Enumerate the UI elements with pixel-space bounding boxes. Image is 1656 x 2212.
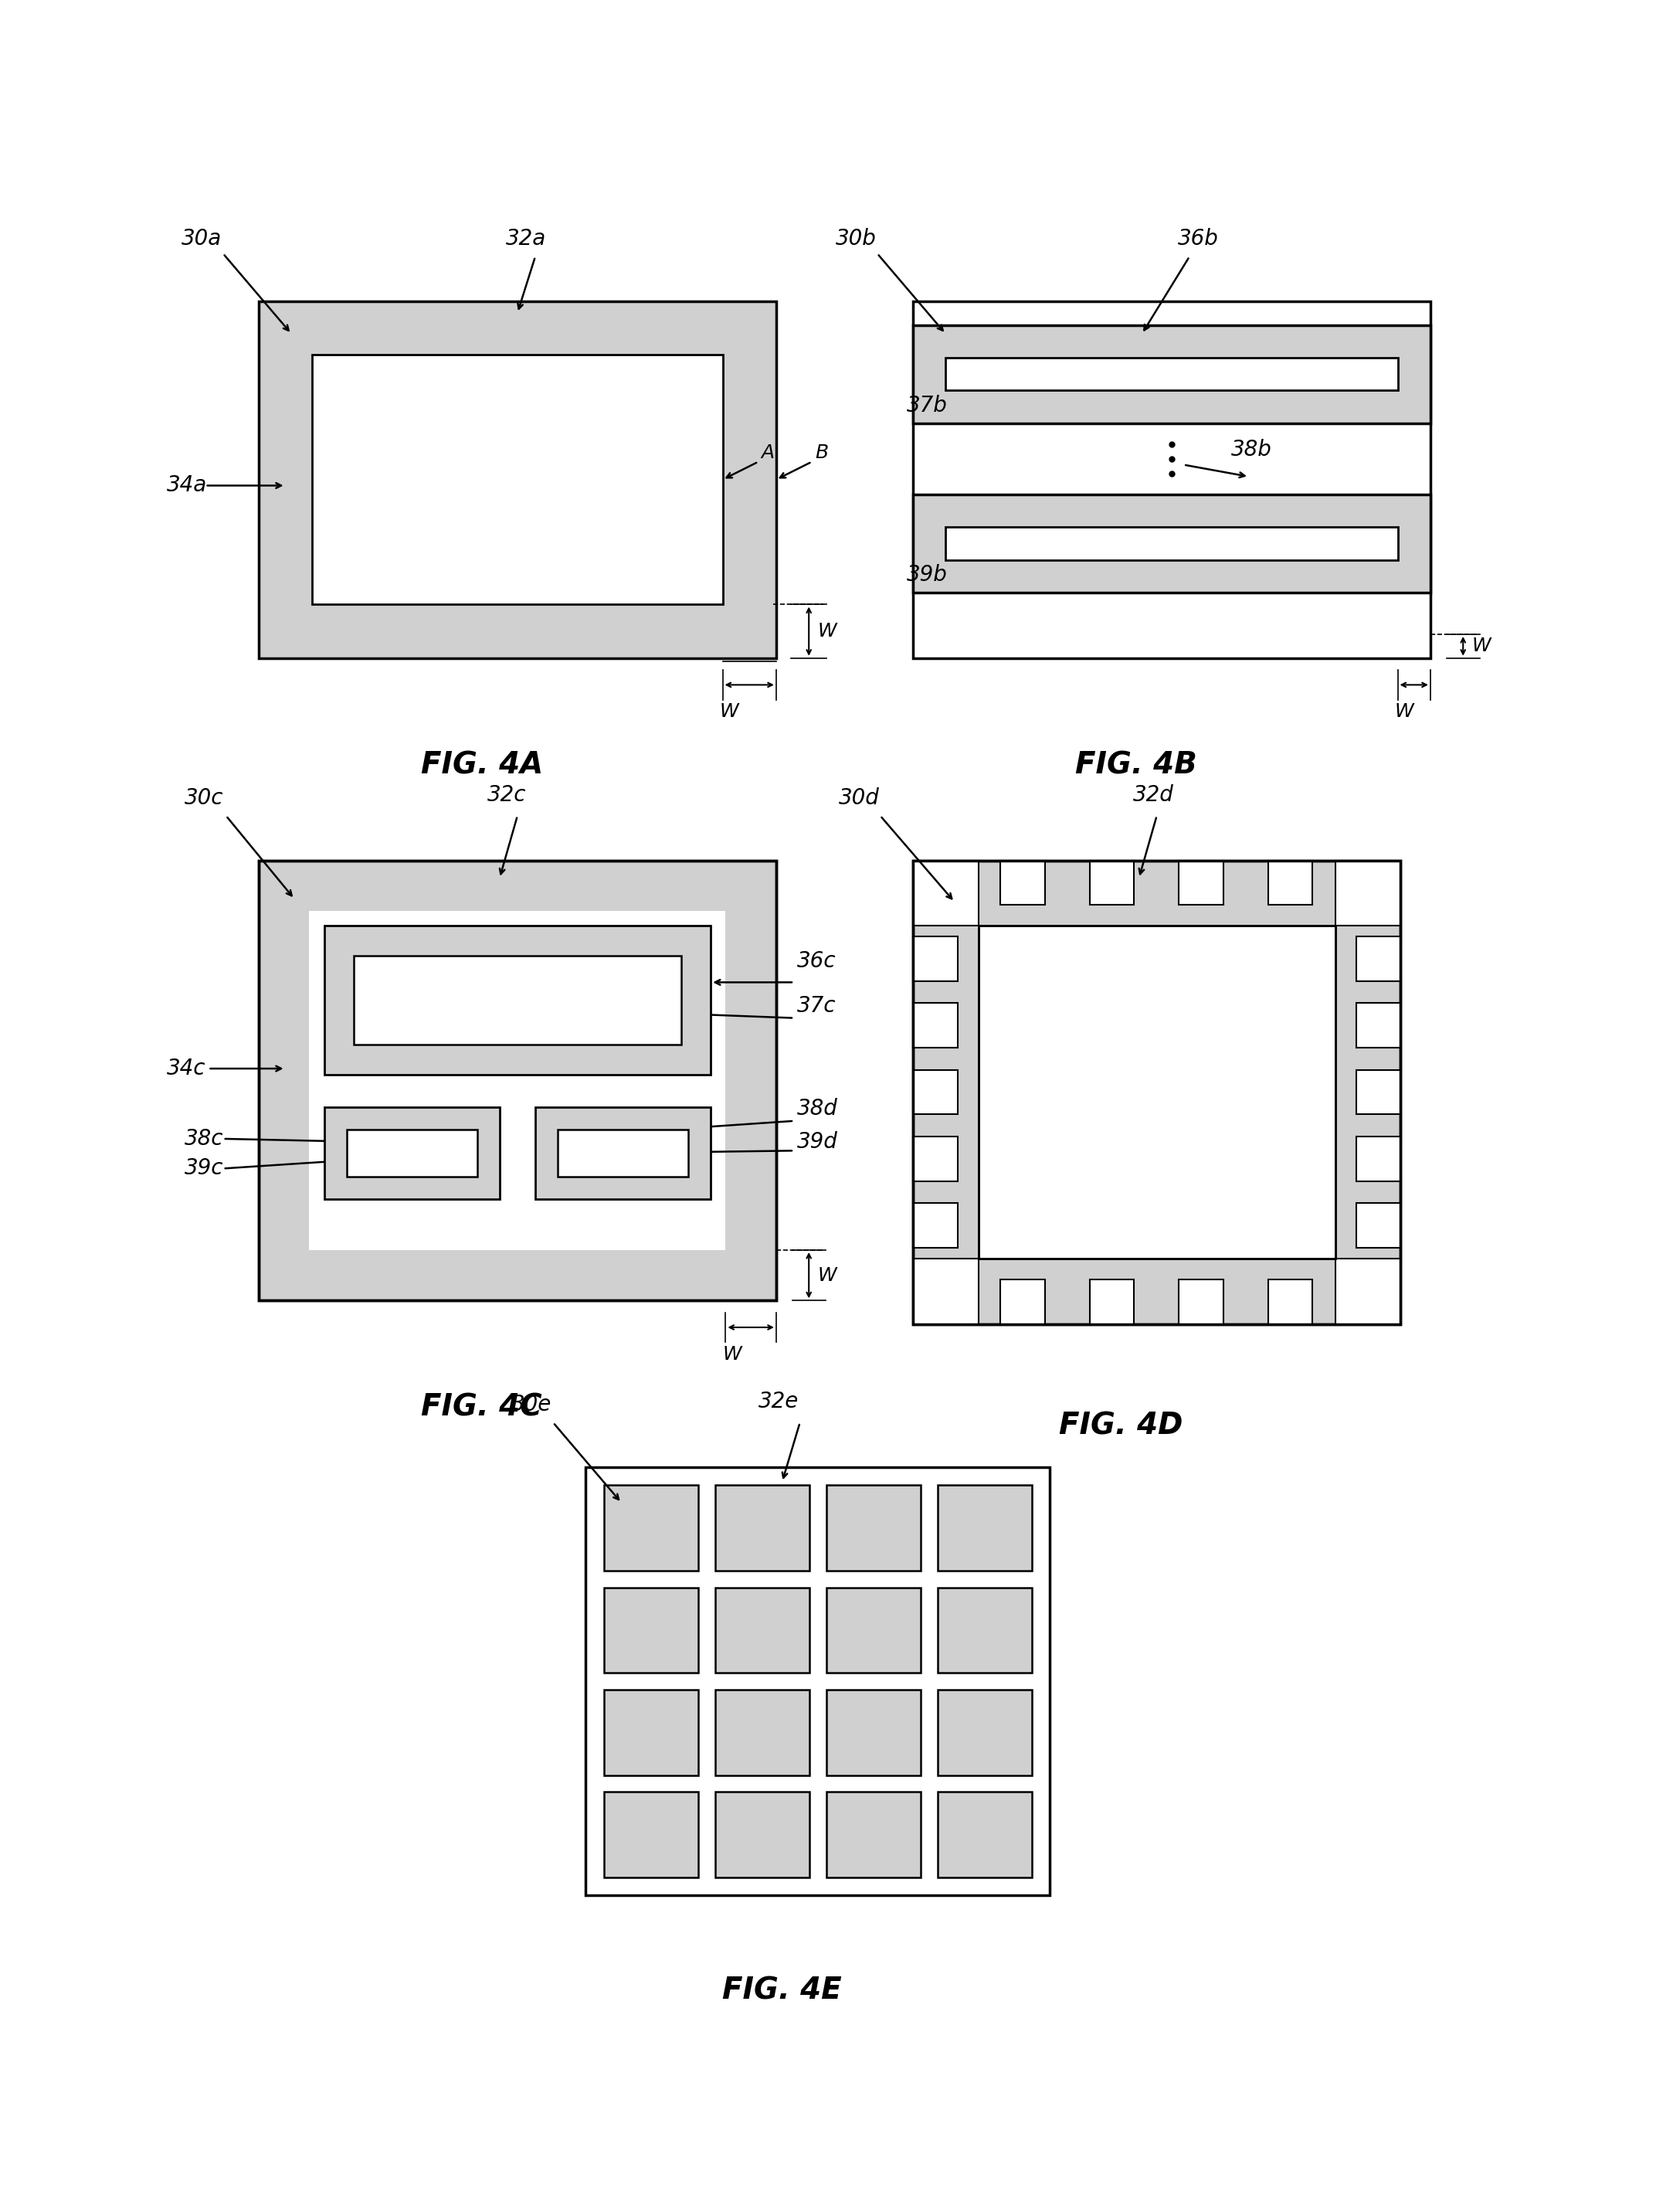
Text: FIG. 4C: FIG. 4C [421, 1394, 542, 1422]
Bar [325, 927, 710, 1075]
Bar [912, 860, 1401, 1325]
Bar [1356, 1071, 1401, 1115]
Text: 30d: 30d [838, 787, 879, 810]
Bar [604, 1792, 699, 1878]
Text: 38d: 38d [797, 1097, 838, 1119]
Bar [1268, 1281, 1313, 1325]
Bar [946, 358, 1398, 389]
Text: 32c: 32c [489, 783, 527, 805]
Bar [826, 1792, 921, 1878]
Text: 39c: 39c [184, 1157, 224, 1179]
Text: FIG. 4B: FIG. 4B [1075, 750, 1197, 781]
Text: A: A [762, 445, 775, 462]
Text: 34a: 34a [167, 476, 207, 495]
Bar [937, 1690, 1032, 1776]
Bar [912, 1071, 957, 1115]
Text: FIG. 4D: FIG. 4D [1060, 1411, 1182, 1440]
Bar [346, 1130, 477, 1177]
Bar [604, 1588, 699, 1672]
Bar [310, 911, 725, 1250]
Text: 39b: 39b [907, 564, 947, 586]
Bar [946, 526, 1398, 560]
Bar [912, 860, 979, 927]
Bar [1179, 1281, 1224, 1325]
Bar [912, 936, 957, 982]
Text: 30a: 30a [182, 228, 222, 250]
Bar [1356, 936, 1401, 982]
Text: 37b: 37b [907, 394, 947, 416]
Bar [715, 1484, 810, 1571]
Bar [715, 1792, 810, 1878]
Bar [558, 1130, 689, 1177]
Bar [354, 956, 681, 1044]
Text: B: B [815, 445, 828, 462]
Text: 38b: 38b [1230, 438, 1272, 460]
Bar [1000, 1281, 1045, 1325]
Text: FIG. 4E: FIG. 4E [722, 1975, 841, 2006]
Bar [604, 1690, 699, 1776]
Bar [1356, 1002, 1401, 1048]
Text: 39d: 39d [797, 1130, 838, 1152]
Bar [715, 1690, 810, 1776]
Text: W: W [1394, 703, 1414, 721]
Bar [258, 860, 777, 1301]
Text: W: W [720, 703, 739, 721]
Text: 32e: 32e [758, 1391, 798, 1413]
Bar [826, 1484, 921, 1571]
Text: 36c: 36c [797, 951, 836, 973]
Text: W: W [818, 1265, 836, 1285]
Bar [1335, 860, 1401, 927]
Bar [1356, 1203, 1401, 1248]
Bar [258, 301, 777, 659]
Bar [604, 1484, 699, 1571]
Text: W: W [1472, 637, 1490, 655]
Bar [826, 1588, 921, 1672]
Text: W: W [722, 1345, 742, 1363]
Bar [937, 1792, 1032, 1878]
Bar [826, 1690, 921, 1776]
Bar [1090, 860, 1134, 905]
Bar [325, 1108, 500, 1199]
Bar [912, 1259, 979, 1325]
Bar [1179, 860, 1224, 905]
Bar [1000, 860, 1045, 905]
Bar [912, 301, 1431, 659]
Text: 30c: 30c [184, 787, 224, 810]
Bar [912, 860, 1401, 1325]
Bar [912, 1002, 957, 1048]
Text: 36b: 36b [1177, 228, 1219, 250]
Text: 34c: 34c [167, 1057, 205, 1079]
Text: FIG. 4A: FIG. 4A [421, 750, 543, 781]
Text: 30b: 30b [836, 228, 876, 250]
Text: 37c: 37c [797, 995, 836, 1018]
Text: W: W [818, 622, 836, 641]
Bar [912, 495, 1431, 593]
Bar [1356, 1137, 1401, 1181]
Bar [313, 354, 722, 604]
Bar [937, 1588, 1032, 1672]
Bar [912, 1137, 957, 1181]
Text: 32a: 32a [505, 228, 546, 250]
Bar [979, 927, 1335, 1259]
Bar [1268, 860, 1313, 905]
Bar [937, 1484, 1032, 1571]
Bar [1335, 1259, 1401, 1325]
Bar [912, 325, 1431, 422]
Bar [715, 1588, 810, 1672]
Bar [912, 1203, 957, 1248]
Bar [258, 860, 777, 1301]
Bar [1090, 1281, 1134, 1325]
Bar [586, 1467, 1050, 1896]
Text: 38c: 38c [184, 1128, 224, 1150]
Bar [535, 1108, 710, 1199]
Bar [979, 927, 1335, 1259]
Text: 30e: 30e [512, 1394, 551, 1416]
Text: 32d: 32d [1133, 783, 1174, 805]
